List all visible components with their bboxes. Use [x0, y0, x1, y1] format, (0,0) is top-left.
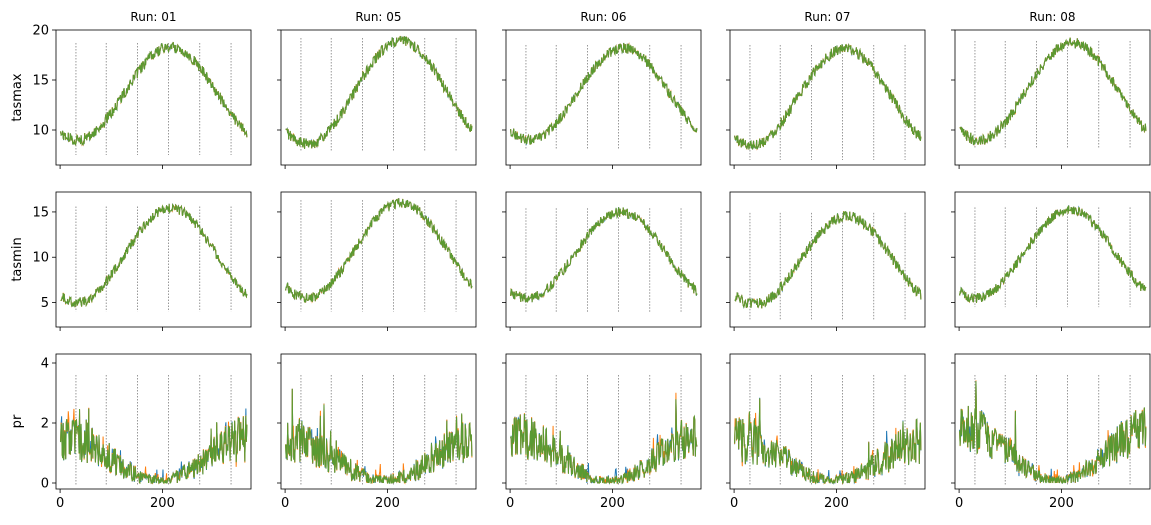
series-line-2 — [734, 398, 922, 485]
panel-frame — [729, 191, 926, 328]
panel-frame — [954, 29, 1151, 166]
y-tick-label: 10 — [32, 124, 49, 139]
column-title: Run: 08 — [1029, 10, 1075, 24]
series-line-3 — [510, 43, 698, 145]
y-tick-label: 20 — [32, 24, 49, 39]
x-tick-label: 200 — [1049, 496, 1074, 511]
y-tick-label: 4 — [41, 357, 49, 372]
panel-frame — [505, 29, 702, 166]
series-line-3 — [60, 203, 248, 308]
panel-pr-3: 0 200 — [502, 353, 702, 511]
x-tick-label: 0 — [955, 496, 963, 511]
series-line-3 — [510, 207, 698, 303]
series-line-3 — [959, 381, 1147, 484]
x-tick-label: 0 — [56, 496, 64, 511]
panel-frame — [55, 191, 252, 328]
panel-frame — [55, 29, 252, 166]
panel-frame — [729, 353, 926, 490]
panel-pr-5: 0 200 — [951, 353, 1151, 511]
panel-tasmax-1: 10 15 20 Run: 01 tasmax — [10, 10, 252, 169]
panel-pr-2: 0 200 — [277, 353, 477, 511]
series-line-3 — [60, 408, 248, 485]
series-line-3 — [60, 42, 248, 146]
series-line-3 — [285, 198, 473, 303]
panel-pr-1: 0 2 4 0 200 pr — [10, 353, 252, 511]
series-line-2 — [510, 392, 698, 485]
y-axis-label: pr — [10, 414, 25, 428]
series-line-3 — [734, 43, 922, 150]
x-tick-label: 200 — [150, 496, 175, 511]
panel-frame — [55, 353, 252, 490]
panel-frame — [280, 191, 477, 328]
column-title: Run: 01 — [130, 10, 176, 24]
series-line-3 — [285, 388, 473, 484]
panel-frame — [280, 29, 477, 166]
y-tick-label: 10 — [32, 251, 49, 266]
panel-tasmin-2 — [277, 191, 477, 331]
panel-frame — [280, 353, 477, 490]
panel-tasmin-5 — [951, 191, 1151, 331]
panel-frame — [729, 29, 926, 166]
y-axis-label: tasmin — [10, 237, 25, 281]
panel-tasmax-3: Run: 06 — [502, 10, 702, 169]
column-title: Run: 05 — [355, 10, 401, 24]
series-line-3 — [959, 37, 1147, 146]
panel-tasmax-4: Run: 07 — [726, 10, 926, 169]
series-line-3 — [959, 205, 1147, 303]
panel-frame — [505, 353, 702, 490]
series-line-3 — [510, 399, 698, 485]
x-tick-label: 200 — [375, 496, 400, 511]
y-tick-label: 15 — [32, 74, 49, 89]
panel-tasmax-5: Run: 08 — [951, 10, 1151, 169]
panel-tasmax-2: Run: 05 — [277, 10, 477, 169]
panel-pr-4: 0 200 — [726, 353, 926, 511]
series-line-1 — [734, 397, 922, 485]
y-tick-label: 15 — [32, 205, 49, 220]
panel-frame — [505, 191, 702, 328]
panel-tasmin-3 — [502, 191, 702, 331]
y-tick-label: 0 — [41, 477, 49, 492]
y-tick-label: 2 — [41, 417, 49, 432]
x-tick-label: 0 — [281, 496, 289, 511]
panel-tasmin-1: 5 10 15 tasmin — [10, 191, 252, 331]
panel-tasmin-4 — [726, 191, 926, 331]
y-tick-label: 5 — [41, 296, 49, 311]
series-line-3 — [734, 210, 922, 309]
panel-frame — [954, 191, 1151, 328]
series-line-3 — [734, 398, 922, 484]
column-title: Run: 06 — [580, 10, 626, 24]
panel-frame — [954, 353, 1151, 490]
x-tick-label: 200 — [824, 496, 849, 511]
x-tick-label: 0 — [730, 496, 738, 511]
x-tick-label: 0 — [506, 496, 514, 511]
series-line-3 — [285, 35, 473, 149]
series-line-1 — [510, 398, 698, 485]
x-tick-label: 200 — [600, 496, 625, 511]
column-title: Run: 07 — [804, 10, 850, 24]
y-axis-label: tasmax — [10, 73, 25, 121]
